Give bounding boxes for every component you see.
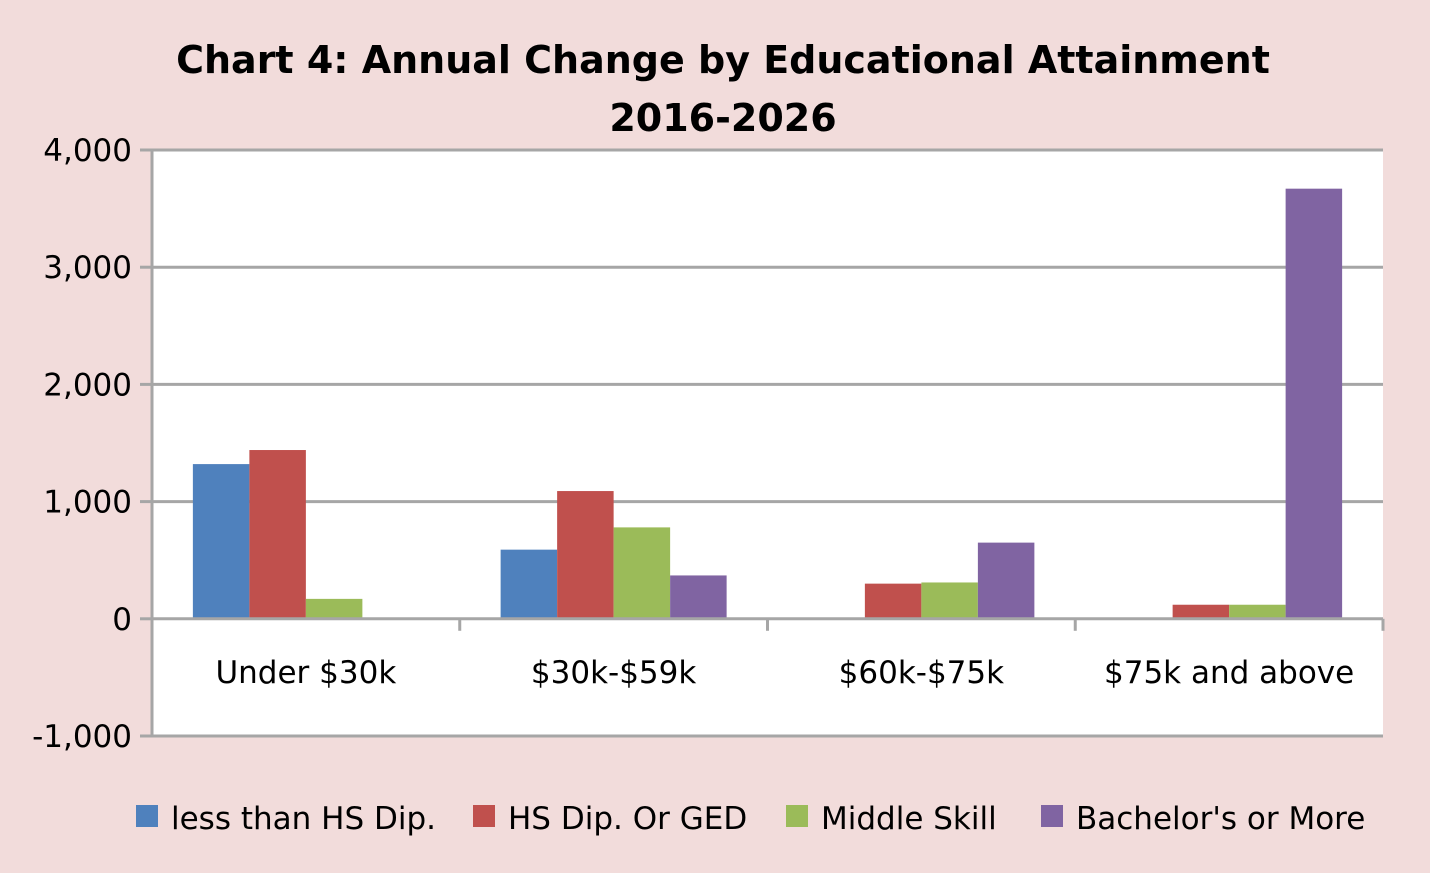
legend-swatch <box>136 805 158 827</box>
y-axis-ticks: -1,000 0 1,000 2,000 3,000 4,000 <box>32 133 132 755</box>
y-tick-label: 0 <box>112 602 132 638</box>
bar-bachelor-s-or-more-3 <box>1285 188 1343 619</box>
legend-label: HS Dip. Or GED <box>508 801 747 837</box>
x-tick-label: Under $30k <box>215 655 396 691</box>
chart-title: Chart 4: Annual Change by Educational At… <box>176 38 1270 82</box>
x-tick-label: $30k-$59k <box>531 655 696 691</box>
legend-label: Middle Skill <box>821 801 997 837</box>
bar-hs-dip-or-ged-0 <box>249 450 306 619</box>
bar-less-than-hs-dip--0 <box>192 464 250 619</box>
axes <box>140 148 1385 738</box>
bar-hs-dip-or-ged-3 <box>1172 604 1230 619</box>
bar-bachelor-s-or-more-1 <box>670 575 727 619</box>
legend-label: less than HS Dip. <box>171 801 436 837</box>
plot-area <box>152 150 1383 736</box>
chart-subtitle: 2016-2026 <box>609 96 836 140</box>
bars <box>192 188 1343 619</box>
bar-middle-skill-0 <box>305 598 363 619</box>
bar-middle-skill-2 <box>921 582 978 619</box>
bar-hs-dip-or-ged-1 <box>557 491 614 619</box>
y-tick-label: 2,000 <box>43 367 132 403</box>
legend-label: Bachelor's or More <box>1076 801 1365 837</box>
x-axis-ticks: Under $30k $30k-$59k $60k-$75k $75k and abo… <box>215 655 1354 691</box>
gridlines <box>152 148 1383 504</box>
x-tick-label: $60k-$75k <box>839 655 1004 691</box>
y-tick-label: -1,000 <box>32 719 132 755</box>
y-tick-label: 4,000 <box>43 133 132 169</box>
bar-middle-skill-1 <box>613 527 671 619</box>
x-tick-label: $75k and above <box>1104 655 1354 691</box>
bar-hs-dip-or-ged-2 <box>864 583 922 619</box>
legend: less than HS Dip. HS Dip. Or GED Middle Sk… <box>136 801 1365 837</box>
legend-swatch <box>473 805 495 827</box>
bar-bachelor-s-or-more-2 <box>977 542 1035 619</box>
legend-swatch <box>1041 805 1063 827</box>
y-tick-label: 3,000 <box>43 250 132 286</box>
legend-swatch <box>786 805 808 827</box>
bar-middle-skill-3 <box>1229 604 1286 619</box>
y-tick-label: 1,000 <box>43 485 132 521</box>
bar-less-than-hs-dip--1 <box>500 549 558 619</box>
